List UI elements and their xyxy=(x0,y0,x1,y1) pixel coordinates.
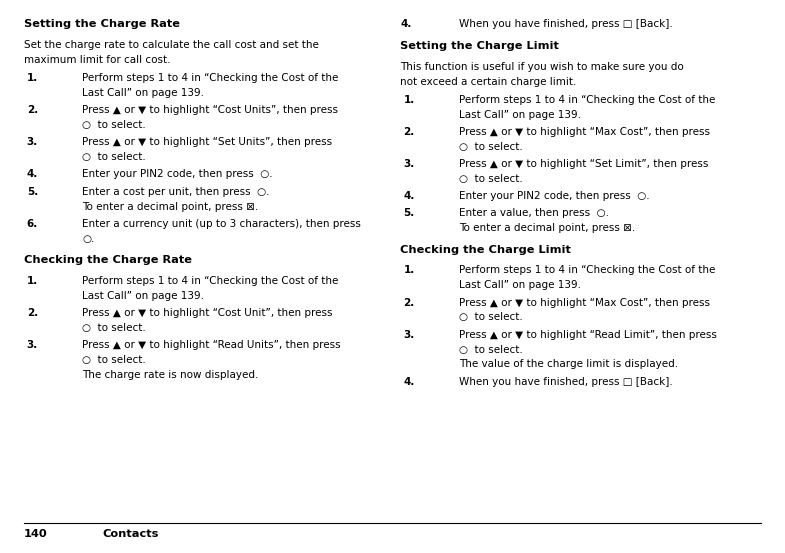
Text: When you have finished, press □ [Back].: When you have finished, press □ [Back]. xyxy=(459,377,673,387)
Text: 140: 140 xyxy=(24,529,47,539)
Text: 4.: 4. xyxy=(403,191,414,201)
Text: Setting the Charge Limit: Setting the Charge Limit xyxy=(400,41,559,51)
Text: 4.: 4. xyxy=(400,19,411,29)
Text: 5.: 5. xyxy=(27,187,38,197)
Text: ○  to select.: ○ to select. xyxy=(459,345,523,354)
Text: 1.: 1. xyxy=(27,74,38,84)
Text: 2.: 2. xyxy=(403,127,414,137)
Text: 2.: 2. xyxy=(27,308,38,318)
Text: Enter a cost per unit, then press  ○.: Enter a cost per unit, then press ○. xyxy=(82,187,270,197)
Text: 1.: 1. xyxy=(403,95,414,105)
Text: 1.: 1. xyxy=(27,276,38,286)
Text: Enter your PIN2 code, then press  ○.: Enter your PIN2 code, then press ○. xyxy=(459,191,650,201)
Text: Perform steps 1 to 4 in “Checking the Cost of the: Perform steps 1 to 4 in “Checking the Co… xyxy=(82,74,339,84)
Text: Last Call” on page 139.: Last Call” on page 139. xyxy=(459,280,581,290)
Text: Last Call” on page 139.: Last Call” on page 139. xyxy=(82,291,204,301)
Text: To enter a decimal point, press ⊠.: To enter a decimal point, press ⊠. xyxy=(459,223,636,233)
Text: 6.: 6. xyxy=(27,219,38,229)
Text: Press ▲ or ▼ to highlight “Read Limit”, then press: Press ▲ or ▼ to highlight “Read Limit”, … xyxy=(459,330,717,340)
Text: To enter a decimal point, press ⊠.: To enter a decimal point, press ⊠. xyxy=(82,202,259,212)
Text: Press ▲ or ▼ to highlight “Cost Unit”, then press: Press ▲ or ▼ to highlight “Cost Unit”, t… xyxy=(82,308,333,318)
Text: 2.: 2. xyxy=(403,298,414,307)
Text: 3.: 3. xyxy=(27,138,38,148)
Text: 3.: 3. xyxy=(403,159,414,169)
Text: Set the charge rate to calculate the call cost and set the: Set the charge rate to calculate the cal… xyxy=(24,40,319,50)
Text: ○  to select.: ○ to select. xyxy=(459,174,523,184)
Text: Press ▲ or ▼ to highlight “Max Cost”, then press: Press ▲ or ▼ to highlight “Max Cost”, th… xyxy=(459,127,710,137)
Text: maximum limit for call cost.: maximum limit for call cost. xyxy=(24,55,170,65)
Text: Setting the Charge Rate: Setting the Charge Rate xyxy=(24,19,180,29)
Text: The charge rate is now displayed.: The charge rate is now displayed. xyxy=(82,370,259,380)
Text: Press ▲ or ▼ to highlight “Cost Units”, then press: Press ▲ or ▼ to highlight “Cost Units”, … xyxy=(82,106,338,116)
Text: not exceed a certain charge limit.: not exceed a certain charge limit. xyxy=(400,77,577,87)
Text: 4.: 4. xyxy=(27,170,38,180)
Text: 2.: 2. xyxy=(27,106,38,116)
Text: When you have finished, press □ [Back].: When you have finished, press □ [Back]. xyxy=(459,19,673,29)
Text: Last Call” on page 139.: Last Call” on page 139. xyxy=(459,110,581,120)
Text: Enter your PIN2 code, then press  ○.: Enter your PIN2 code, then press ○. xyxy=(82,170,273,180)
Text: Checking the Charge Limit: Checking the Charge Limit xyxy=(400,245,571,255)
Text: 3.: 3. xyxy=(27,340,38,350)
Text: Perform steps 1 to 4 in “Checking the Cost of the: Perform steps 1 to 4 in “Checking the Co… xyxy=(459,95,716,105)
Text: Enter a currency unit (up to 3 characters), then press: Enter a currency unit (up to 3 character… xyxy=(82,219,361,229)
Text: Press ▲ or ▼ to highlight “Read Units”, then press: Press ▲ or ▼ to highlight “Read Units”, … xyxy=(82,340,341,350)
Text: ○  to select.: ○ to select. xyxy=(82,121,146,131)
Text: Press ▲ or ▼ to highlight “Set Limit”, then press: Press ▲ or ▼ to highlight “Set Limit”, t… xyxy=(459,159,709,169)
Text: Enter a value, then press  ○.: Enter a value, then press ○. xyxy=(459,208,609,218)
Text: Contacts: Contacts xyxy=(102,529,159,539)
Text: 1.: 1. xyxy=(403,265,414,275)
Text: Checking the Charge Rate: Checking the Charge Rate xyxy=(24,255,192,265)
Text: 3.: 3. xyxy=(403,330,414,340)
Text: The value of the charge limit is displayed.: The value of the charge limit is display… xyxy=(459,359,678,369)
Text: ○  to select.: ○ to select. xyxy=(459,312,523,322)
Text: ○.: ○. xyxy=(82,234,95,244)
Text: Perform steps 1 to 4 in “Checking the Cost of the: Perform steps 1 to 4 in “Checking the Co… xyxy=(459,265,716,275)
Text: ○  to select.: ○ to select. xyxy=(459,142,523,152)
Text: Last Call” on page 139.: Last Call” on page 139. xyxy=(82,88,204,98)
Text: ○  to select.: ○ to select. xyxy=(82,323,146,333)
Text: Press ▲ or ▼ to highlight “Max Cost”, then press: Press ▲ or ▼ to highlight “Max Cost”, th… xyxy=(459,298,710,307)
Text: 5.: 5. xyxy=(403,208,414,218)
Text: Press ▲ or ▼ to highlight “Set Units”, then press: Press ▲ or ▼ to highlight “Set Units”, t… xyxy=(82,138,333,148)
Text: This function is useful if you wish to make sure you do: This function is useful if you wish to m… xyxy=(400,62,684,72)
Text: ○  to select.: ○ to select. xyxy=(82,153,146,163)
Text: Perform steps 1 to 4 in “Checking the Cost of the: Perform steps 1 to 4 in “Checking the Co… xyxy=(82,276,339,286)
Text: 4.: 4. xyxy=(403,377,414,387)
Text: ○  to select.: ○ to select. xyxy=(82,355,146,365)
